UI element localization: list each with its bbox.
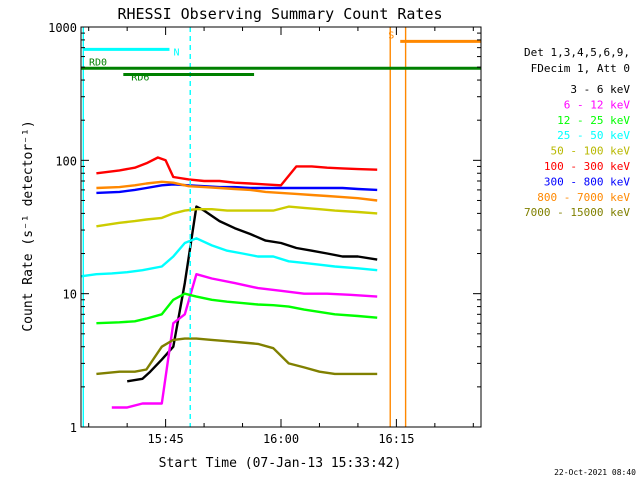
y-tick-label: 1000 bbox=[48, 21, 77, 35]
legend-entry: 800 - 7000 keV bbox=[537, 191, 630, 204]
chart-title: RHESSI Observing Summary Count Rates bbox=[117, 5, 442, 23]
footer-timestamp: 22-Oct-2021 08:40 bbox=[554, 468, 636, 477]
series-line bbox=[96, 292, 378, 325]
series-layer bbox=[80, 156, 378, 409]
series-100-300-kev bbox=[96, 156, 378, 187]
flag-label-s: S bbox=[388, 30, 394, 41]
series-12-25-kev bbox=[96, 292, 378, 325]
legend-entry: 7000 - 15000 keV bbox=[524, 206, 630, 219]
y-tick-label: 1 bbox=[70, 421, 77, 435]
axis-layer: 15:45 16:00 16:15 1 10 100 1000 bbox=[48, 21, 482, 446]
series-line bbox=[80, 237, 378, 278]
series-800-7000-kev bbox=[96, 180, 378, 202]
legend-entry: 12 - 25 keV bbox=[557, 114, 630, 127]
series-line bbox=[96, 183, 378, 195]
x-tick-label: 16:15 bbox=[378, 432, 414, 446]
x-tick-label: 16:00 bbox=[263, 432, 299, 446]
legend-entry: 100 - 300 keV bbox=[544, 160, 630, 173]
y-axis-label: Count Rate (s⁻¹ detector⁻¹) bbox=[21, 120, 36, 331]
flag-label-rd6: RD6 bbox=[131, 73, 149, 84]
series-7000-15000-kev bbox=[96, 337, 378, 376]
series-25-50-kev bbox=[80, 237, 378, 278]
series-line bbox=[96, 205, 378, 228]
legend-entry: 50 - 100 keV bbox=[551, 145, 631, 158]
series-line bbox=[96, 180, 378, 202]
legend-entry: 6 - 12 keV bbox=[564, 98, 631, 111]
x-axis-label: Start Time (07-Jan-13 15:33:42) bbox=[159, 456, 402, 471]
series-line bbox=[96, 337, 378, 376]
x-tick-label: 15:45 bbox=[148, 432, 184, 446]
legend-header-line: FDecim 1, Att 0 bbox=[531, 62, 630, 75]
series-line bbox=[111, 273, 378, 409]
legend-header-line: Det 1,3,4,5,6,9, bbox=[524, 46, 630, 59]
series-line bbox=[127, 205, 378, 383]
marker-layer bbox=[82, 27, 407, 427]
series-6-12-kev bbox=[111, 273, 378, 409]
flag-label-rd0: RD0 bbox=[89, 57, 107, 68]
legend-entry: 25 - 50 keV bbox=[557, 129, 630, 142]
series-300-800-kev bbox=[96, 183, 378, 195]
series-line bbox=[96, 156, 378, 187]
y-tick-label: 100 bbox=[55, 154, 77, 168]
flag-layer: N S RD0 RD6 bbox=[81, 30, 481, 84]
series-3-6-kev bbox=[127, 205, 378, 383]
legend: Det 1,3,4,5,6,9, FDecim 1, Att 0 3 - 6 k… bbox=[524, 46, 630, 219]
legend-entry: 3 - 6 keV bbox=[570, 83, 630, 96]
plot-area: N S RD0 RD6 15:45 16:00 16:15 1 10 100 1000 bbox=[48, 21, 482, 446]
y-tick-label: 10 bbox=[63, 288, 77, 302]
legend-entry: 300 - 800 keV bbox=[544, 175, 630, 188]
flag-label-n: N bbox=[173, 47, 179, 58]
series-50-100-kev bbox=[96, 205, 378, 228]
